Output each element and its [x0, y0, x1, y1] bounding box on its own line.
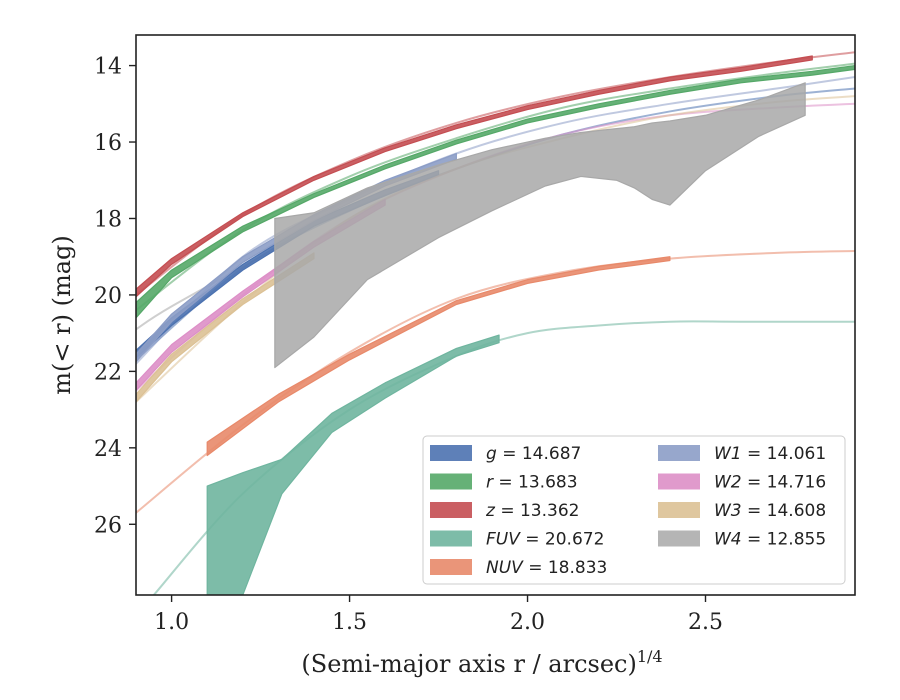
legend-label-z: z = 13.362 [485, 501, 579, 521]
legend-label-w4: W4 = 12.855 [714, 530, 826, 550]
legend-swatch-w4 [658, 530, 700, 547]
legend-swatch-fuv [430, 530, 472, 547]
x-tick-label: 2.5 [688, 610, 723, 635]
measured-bands [136, 55, 855, 595]
legend-label-w1: W1 = 14.061 [714, 444, 826, 464]
legend-box [422, 435, 846, 585]
y-tick-label: 24 [94, 437, 122, 462]
y-tick-label: 20 [94, 284, 122, 309]
x-axis-ticks: 1.0 1.5 2.0 2.5 [154, 595, 723, 635]
legend-label-nuv: NUV = 18.833 [486, 558, 607, 578]
legend-swatch-r [430, 473, 472, 490]
band-w1 [136, 152, 457, 363]
legend-swatch-g [430, 445, 472, 461]
model-curve-w2 [136, 102, 855, 392]
plot-frame [135, 34, 856, 596]
x-tick-label: 2.0 [510, 610, 545, 635]
y-axis-label: m(< r) (mag) [48, 235, 76, 394]
x-tick-label: 1.5 [332, 610, 367, 635]
legend-swatch-w3 [658, 502, 700, 518]
y-axis-ticks: 14 16 18 20 22 24 26 [94, 55, 136, 538]
legend-label-g: g = 14.687 [486, 444, 581, 464]
legend: g = 14.687 r = 13.683 z = 13.362 FUV = 20.6… [422, 435, 846, 585]
legend-swatch-z [430, 502, 472, 518]
x-axis-label: (Semi-major axis r / arcsec)1/4 [301, 647, 662, 678]
y-tick-label: 16 [94, 131, 122, 156]
band-w4 [274, 82, 806, 369]
legend-swatch-nuv [430, 559, 472, 575]
legend-swatch-w1 [658, 445, 700, 461]
y-tick-label: 18 [94, 207, 122, 232]
band-r [136, 64, 855, 319]
band-nuv [206, 256, 671, 457]
legend-label-r: r = 13.683 [486, 473, 578, 493]
x-tick-label: 1.0 [154, 610, 189, 635]
legend-label-w2: W2 = 14.716 [714, 473, 826, 493]
legend-swatch-w2 [658, 473, 700, 490]
y-tick-label: 26 [94, 513, 122, 538]
band-fuv [206, 334, 500, 595]
band-z [136, 55, 813, 298]
legend-label-w3: W3 = 14.608 [714, 501, 826, 521]
y-tick-label: 14 [94, 55, 122, 80]
legend-label-fuv: FUV = 20.672 [486, 530, 604, 550]
y-tick-label: 22 [94, 360, 122, 385]
